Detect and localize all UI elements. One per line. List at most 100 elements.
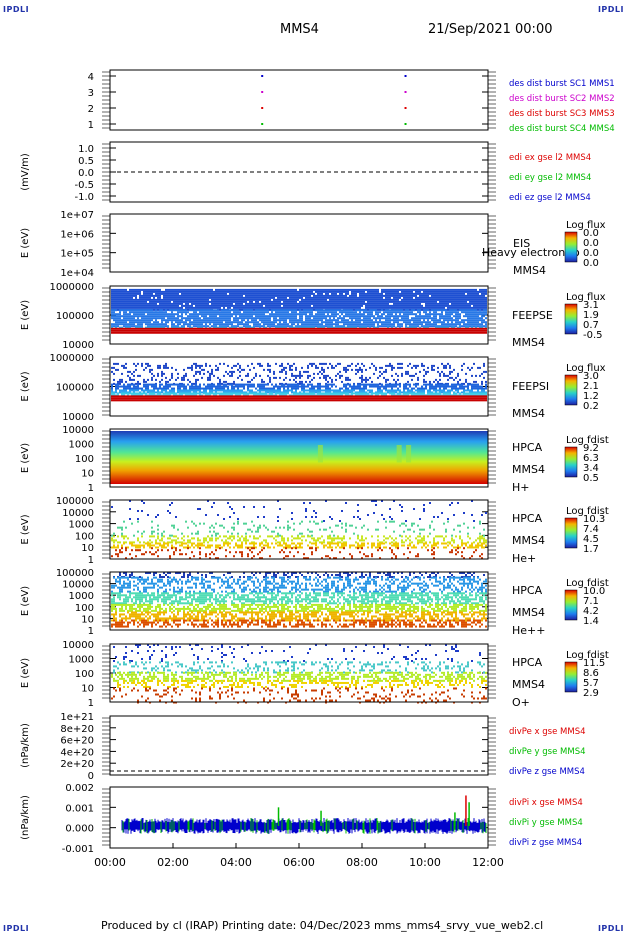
panel-divpe-ytick-label: 0 [88, 771, 94, 782]
panel-hpca_he-frame [109, 499, 489, 560]
panel-divpe-legend-entry: divPe y gse MMS4 [509, 747, 586, 757]
panel-hpca_he-colorbar-tick: 4.5 [583, 534, 599, 545]
panel-burst: 4 3 2 1 des dist burst SC1 MMS1 des dist burs… [88, 69, 615, 134]
panel-eis-frame [109, 213, 489, 273]
corner-label-bottom-left: IPDLI [3, 924, 30, 933]
panel-hpca_hepp-ylabel: E (eV) [20, 586, 31, 616]
panel-hpca_hepp-colorbar-tick: 4.2 [583, 606, 599, 617]
panel-feepsi-ytick-label: 10000 [62, 412, 94, 423]
panel-divpi-ytick-label: -0.001 [62, 844, 94, 855]
panel-feepsi-side-label: FEEPSI [512, 380, 549, 393]
panel-hpca_h-colorbar-tick: 0.5 [583, 473, 599, 484]
panel-divpi: 0.002 0.001 0.000 -0.001 (nPa/km) divPi x gse… [20, 783, 583, 855]
panel-hpca_o-colorbar-title: Log fdist [566, 650, 609, 661]
panel-edi-ylabel: (mV/m) [20, 153, 31, 191]
panel-divpe-ytick-label: 1e+21 [60, 712, 94, 723]
panel-feepsi-colorbar-tick: 3.0 [583, 371, 599, 382]
panel-hpca_hepp-ytick-label: 10 [81, 614, 94, 625]
panel-divpi-frame [109, 786, 489, 849]
panel-hpca_hepp-ytick-label: 1 [88, 626, 94, 637]
panel-hpca_o-side-label: HPCA [512, 656, 543, 669]
panel-hpca_he-colorbar [564, 517, 578, 549]
panel-hpca_hepp-colorbar [564, 589, 578, 621]
panel-eis-colorbar-tick: 0.0 [583, 248, 599, 259]
panel-edi-ytick-label: -0.5 [74, 180, 94, 191]
panel-divpi-ytick-label: 0.000 [65, 824, 94, 835]
panel-hpca_o-side-label: MMS4 [512, 678, 545, 691]
panel-hpca_hepp-side-label: HPCA [512, 584, 543, 597]
panel-feepse-colorbar-tick: 1.9 [583, 310, 599, 321]
panel-feepsi-colorbar-title: Log flux [566, 363, 606, 374]
panel-hpca_he-colorbar-title: Log fdist [566, 506, 609, 517]
corner-label-top-right: IPDLI [597, 5, 624, 14]
burst-mark [404, 123, 407, 125]
panel-hpca_he-ytick-label: 100000 [56, 496, 94, 507]
panel-hpca_h-colorbar [564, 446, 578, 478]
burst-mark [261, 75, 264, 77]
panel-edi-ytick-label: 1.0 [78, 144, 94, 155]
panel-feepse-colorbar-tick: -0.5 [583, 330, 603, 341]
time-axis-tick-label: 04:00 [220, 856, 252, 869]
panel-hpca_h-ytick-label: 10 [81, 469, 94, 480]
panel-hpca_he-side-label: MMS4 [512, 534, 545, 547]
burst-mark [261, 91, 264, 93]
panel-eis-colorbar [564, 231, 578, 263]
panel-hpca_o-colorbar-tick: 5.7 [583, 678, 599, 689]
panel-eis-ytick-label: 1e+06 [60, 229, 94, 240]
panel-hpca_h-ytick-label: 100 [75, 454, 94, 465]
panel-hpca_h-ytick-label: 10000 [62, 425, 94, 436]
panel-feepse-colorbar-title: Log flux [566, 292, 606, 303]
panel-hpca_o-colorbar-tick: 2.9 [583, 688, 599, 699]
panel-feepse-colorbar-tick: 3.1 [583, 300, 599, 311]
panel-hpca_o-ytick-label: 10 [81, 684, 94, 695]
panel-feepse-ytick-label: 1000000 [49, 282, 94, 293]
panel-edi-legend-entry: edi ez gse l2 MMS4 [509, 193, 591, 203]
panel-eis-colorbar-title: Log flux [566, 220, 606, 231]
panel-divpe-ytick-label: 6e+20 [60, 736, 94, 747]
panel-divpi-legend-entry: divPi z gse MMS4 [509, 838, 582, 848]
panel-feepsi-colorbar [564, 374, 578, 406]
panel-hpca_hepp-ytick-label: 10000 [62, 580, 94, 591]
panel-feepse-ylabel: E (eV) [20, 300, 31, 330]
panel-hpca_he-ytick-label: 10 [81, 543, 94, 554]
panel-eis-ytick-label: 1e+04 [60, 268, 94, 279]
time-axis-tick-label: 06:00 [283, 856, 315, 869]
panel-hpca_hepp-ytick-label: 100 [75, 603, 94, 614]
panel-divpe-legend-entry: divPe x gse MMS4 [509, 727, 586, 737]
panel-hpca_o: 10000 1000 100 10 1 E (eV) HPCA MMS4 O+ Log fdist… [20, 640, 609, 709]
panel-feepsi-colorbar-tick: 0.2 [583, 401, 599, 412]
panel-hpca_hepp-colorbar-tick: 1.4 [583, 616, 599, 627]
panel-eis-colorbar-tick: 0.0 [583, 238, 599, 249]
panel-hpca_h-side-label: HPCA [512, 441, 543, 454]
time-axis-tick-label: 10:00 [409, 856, 441, 869]
panel-divpe-frame [109, 715, 489, 776]
panel-edi: 1.00.50.0-0.5-1.0 (mV/m) edi ex gse l2 MMS… [20, 141, 591, 203]
panel-burst-ytick-label: 3 [88, 88, 94, 99]
panel-hpca_he-ytick-label: 1 [88, 555, 94, 566]
panel-hpca_he-colorbar-tick: 1.7 [583, 544, 599, 555]
panel-feepse-colorbar-tick: 0.7 [583, 320, 599, 331]
footer-credits: Produced by cl (IRAP) Printing date: 04/… [101, 919, 544, 932]
panel-hpca_h-colorbar-title: Log fdist [566, 435, 609, 446]
panel-hpca_hepp-colorbar-tick: 10.0 [583, 586, 605, 597]
panel-feepse-side-label: MMS4 [512, 336, 545, 349]
panel-feepse-ytick-label: 100000 [56, 311, 94, 322]
panel-eis-side-label: MMS4 [513, 264, 546, 277]
panel-edi-ytick-label: 0.0 [78, 168, 94, 179]
panel-divpe-ytick-label: 2e+20 [60, 759, 94, 770]
panel-divpi-ytick-label: 0.002 [65, 783, 94, 794]
panel-divpe-legend-entry: divPe z gse MMS4 [509, 767, 585, 777]
panel-feepse-colorbar [564, 303, 578, 335]
burst-mark [404, 107, 407, 109]
panel-divpi-legend-entry: divPi y gse MMS4 [509, 818, 583, 828]
panel-divpe-ylabel: (nPa/km) [20, 723, 31, 768]
panel-feepse: 1000000 100000 10000 E (eV) FEEPSE MMS4 Log fl… [20, 282, 606, 351]
date-title: 21/Sep/2021 00:00 [428, 22, 553, 37]
panel-eis-side-label: Heavy electron to [482, 246, 580, 259]
panel-hpca_hepp-ytick-label: 100000 [56, 568, 94, 579]
corner-label-top-left: IPDLI [3, 5, 30, 14]
panel-hpca_o-ytick-label: 1000 [69, 655, 94, 666]
panel-hpca_h-side-label: MMS4 [512, 463, 545, 476]
